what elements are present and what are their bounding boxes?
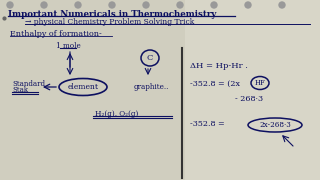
Text: Enthalpy of formation-: Enthalpy of formation- <box>10 30 102 38</box>
Circle shape <box>279 2 285 8</box>
Circle shape <box>177 2 183 8</box>
Text: → physical Chemistry Problem Solving Trick: → physical Chemistry Problem Solving Tri… <box>25 18 194 26</box>
Text: - 268·3: - 268·3 <box>235 95 263 103</box>
Text: H₂(g), O₂(g): H₂(g), O₂(g) <box>95 110 138 118</box>
Circle shape <box>7 2 13 8</box>
Text: ΔH = Hp-Hr .: ΔH = Hp-Hr . <box>190 62 248 70</box>
Text: Standard: Standard <box>12 80 45 88</box>
Text: 1 mole: 1 mole <box>56 42 80 50</box>
Circle shape <box>211 2 217 8</box>
Circle shape <box>75 2 81 8</box>
Text: -352.8 = (2x: -352.8 = (2x <box>190 80 240 88</box>
Circle shape <box>109 2 115 8</box>
FancyBboxPatch shape <box>185 0 320 180</box>
Text: element: element <box>68 83 99 91</box>
Circle shape <box>41 2 47 8</box>
FancyBboxPatch shape <box>0 0 185 180</box>
Circle shape <box>245 2 251 8</box>
Text: 2x-268·3: 2x-268·3 <box>259 121 291 129</box>
Circle shape <box>143 2 149 8</box>
Text: graphite..: graphite.. <box>134 83 169 91</box>
Text: -352.8 =: -352.8 = <box>190 120 227 128</box>
Text: C: C <box>147 54 153 62</box>
Text: Stak: Stak <box>12 86 28 94</box>
Text: Important Numericals in Thermochemistry: Important Numericals in Thermochemistry <box>8 10 216 19</box>
Text: HF: HF <box>255 79 265 87</box>
